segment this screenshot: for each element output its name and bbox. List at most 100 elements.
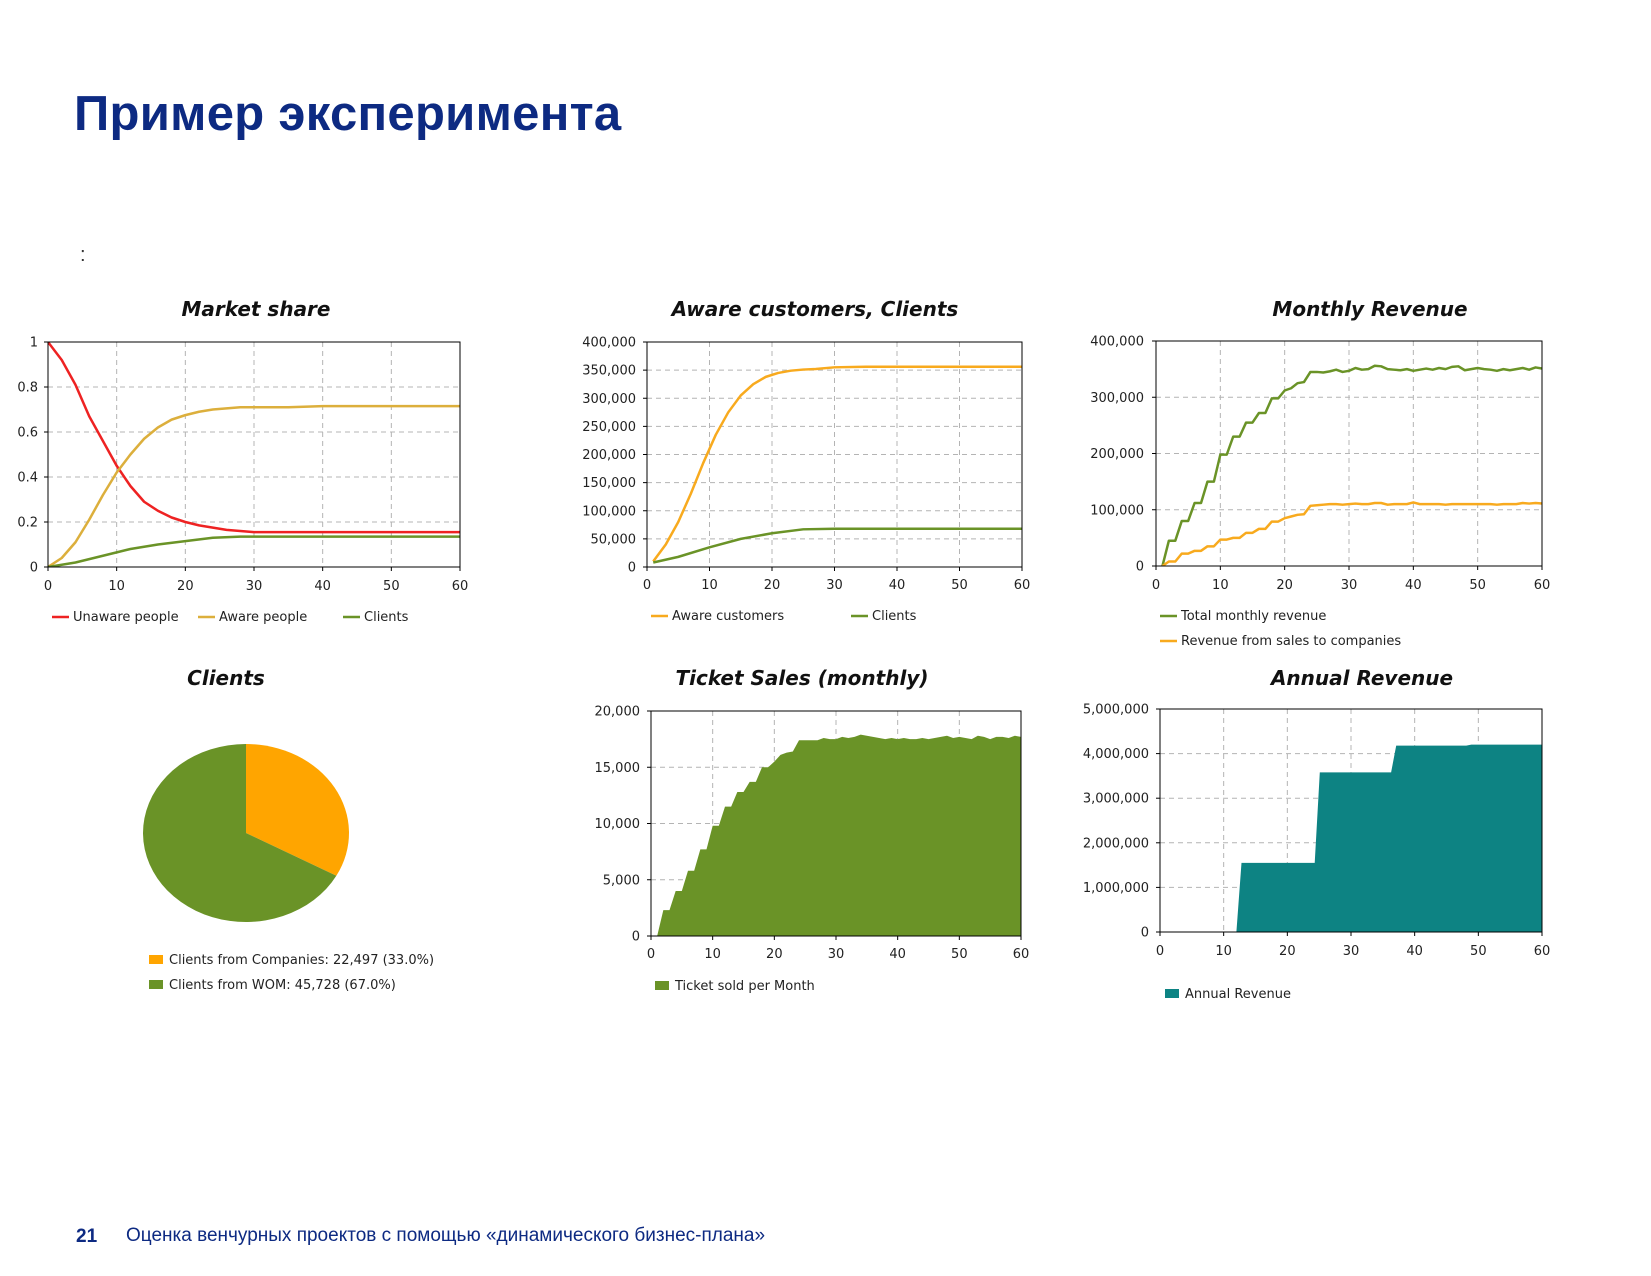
- legend-item: Unaware people: [52, 610, 179, 625]
- y-tick-label: 0: [1141, 926, 1149, 941]
- x-tick-label: 30: [1343, 944, 1360, 959]
- y-tick-label: 50,000: [591, 532, 637, 547]
- x-tick-label: 10: [704, 947, 721, 962]
- y-tick-label: 20,000: [595, 705, 641, 720]
- area-series: [657, 734, 1021, 936]
- y-tick-label: 0.4: [17, 471, 38, 486]
- x-tick-label: 60: [452, 579, 469, 594]
- chart-annual_revenue: Annual Revenue 0 10 20 30 40 50 60 0 1,000,000 2,0…: [1083, 666, 1551, 998]
- legend-label: Revenue from sales to companies: [1181, 634, 1401, 649]
- pie-slice: [246, 744, 349, 876]
- chart-title: Aware customers, Clients: [670, 297, 959, 321]
- chart-monthly_revenue: Monthly Revenue 0 10 20 30 40 50 60 0 100,000 200,…: [1090, 297, 1550, 649]
- legend-item: Aware people: [198, 610, 307, 625]
- legend-swatch: [655, 981, 669, 990]
- legend-label: Clients: [872, 609, 917, 624]
- y-tick-label: 100,000: [582, 504, 636, 519]
- x-tick-label: 60: [1534, 944, 1551, 959]
- legend-item: Annual Revenue: [1165, 987, 1291, 998]
- pie-slice: [143, 744, 337, 923]
- series-group: [48, 342, 460, 567]
- legend-item: Total monthly revenue: [1160, 609, 1326, 624]
- y-tick-label: 5,000: [603, 873, 640, 888]
- x-tick-label: 0: [1152, 578, 1160, 593]
- line-series: [652, 527, 1022, 564]
- series-group: [1236, 744, 1542, 932]
- y-tick-label: 350,000: [582, 364, 636, 379]
- x-tick-label: 40: [1405, 578, 1422, 593]
- x-tick-label: 0: [643, 578, 651, 593]
- legend-label: Clients from Companies: 22,497 (33.0%): [169, 953, 434, 968]
- x-tick-label: 0: [1156, 944, 1164, 959]
- x-tick-label: 20: [1276, 578, 1293, 593]
- legend-swatch: [1165, 989, 1179, 998]
- legend-item: Clients from Companies: 22,497 (33.0%): [149, 953, 434, 968]
- x-tick-label: 50: [1469, 578, 1486, 593]
- x-tick-label: 50: [951, 578, 968, 593]
- x-tick-label: 50: [383, 579, 400, 594]
- y-tick-label: 400,000: [582, 336, 636, 351]
- x-tick-label: 60: [1013, 947, 1030, 962]
- y-tick-label: 100,000: [1090, 503, 1144, 518]
- y-tick-label: 200,000: [582, 448, 636, 463]
- legend-label: Unaware people: [73, 610, 179, 625]
- y-tick-label: 1,000,000: [1083, 881, 1149, 896]
- y-tick-label: 300,000: [582, 392, 636, 407]
- x-tick-label: 10: [1212, 578, 1229, 593]
- legend-item: Aware customers: [651, 609, 784, 624]
- y-tick-label: 2,000,000: [1083, 836, 1149, 851]
- x-tick-label: 30: [1341, 578, 1358, 593]
- y-tick-label: 0: [632, 930, 640, 945]
- legend-label: Total monthly revenue: [1180, 609, 1326, 624]
- chart-title: Clients: [187, 666, 265, 690]
- x-tick-label: 10: [701, 578, 718, 593]
- area-series: [1236, 744, 1542, 932]
- x-tick-label: 50: [951, 947, 968, 962]
- y-tick-label: 1: [30, 336, 38, 351]
- y-tick-label: 250,000: [582, 420, 636, 435]
- legend-item: Clients: [851, 609, 917, 624]
- chart-title: Market share: [181, 297, 330, 321]
- y-tick-label: 0: [1136, 560, 1144, 575]
- x-tick-label: 30: [246, 579, 263, 594]
- y-tick-label: 150,000: [582, 476, 636, 491]
- y-tick-label: 15,000: [595, 761, 641, 776]
- chart-title: Annual Revenue: [1269, 666, 1453, 690]
- line-series: [48, 342, 460, 534]
- legend-label: Ticket sold per Month: [674, 979, 815, 994]
- legend-item: Clients: [343, 610, 409, 625]
- x-tick-label: 10: [1215, 944, 1232, 959]
- x-tick-label: 40: [889, 578, 906, 593]
- legend-label: Clients from WOM: 45,728 (67.0%): [169, 978, 396, 993]
- legend-item: Clients from WOM: 45,728 (67.0%): [149, 978, 396, 993]
- y-tick-label: 10,000: [595, 817, 641, 832]
- y-tick-label: 400,000: [1090, 335, 1144, 350]
- x-tick-label: 60: [1534, 578, 1551, 593]
- x-tick-label: 40: [314, 579, 331, 594]
- line-series: [48, 535, 460, 567]
- footer-caption: Оценка венчурных проектов с помощью «дин…: [126, 1225, 766, 1246]
- chart-ticket_sales: Ticket Sales (monthly) 0 10 20 30 40 50 60 0 5,00…: [595, 666, 1030, 994]
- chart-title: Monthly Revenue: [1272, 297, 1467, 321]
- series-group: [657, 734, 1021, 936]
- legend-swatch: [149, 980, 163, 989]
- y-tick-label: 0.6: [17, 426, 38, 441]
- y-tick-label: 200,000: [1090, 447, 1144, 462]
- x-tick-label: 60: [1014, 578, 1031, 593]
- y-tick-label: 300,000: [1090, 391, 1144, 406]
- chart-clients_pie: Clients Clients from Companies: 22,497 (3…: [143, 666, 434, 993]
- series-group: [652, 365, 1022, 564]
- y-tick-label: 0.8: [17, 381, 38, 396]
- x-tick-label: 30: [826, 578, 843, 593]
- y-tick-label: 0: [628, 561, 636, 576]
- x-tick-label: 20: [766, 947, 783, 962]
- x-tick-label: 20: [1279, 944, 1296, 959]
- legend-swatch: [149, 955, 163, 964]
- slide-title: Пример эксперимента: [74, 87, 622, 141]
- x-tick-label: 40: [889, 947, 906, 962]
- chart-aware_clients: Aware customers, Clients 0 10 20 30 40 50 60 0 50…: [582, 297, 1030, 624]
- line-series: [652, 365, 1022, 563]
- page-number: 21: [76, 1226, 98, 1247]
- legend-label: Clients: [364, 610, 409, 625]
